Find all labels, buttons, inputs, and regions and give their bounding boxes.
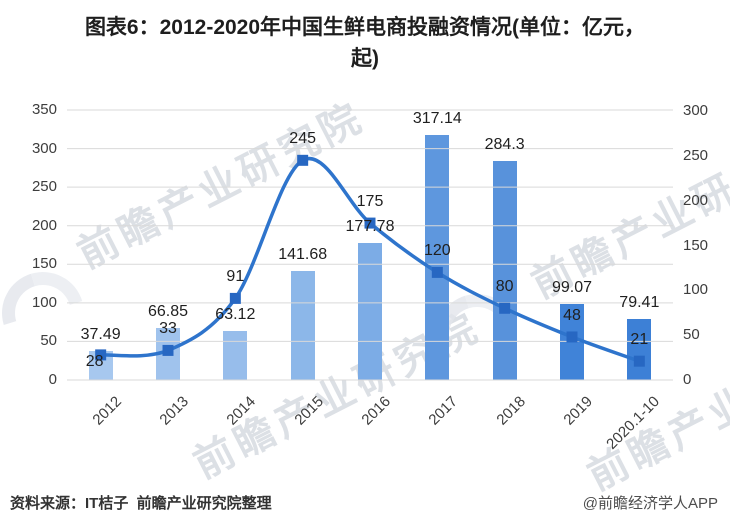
line-marker (229, 292, 241, 304)
bar-2018 (492, 160, 517, 380)
line-value-label: 245 (289, 130, 316, 148)
watermark-logo (0, 257, 99, 369)
footer: 资料来源：IT桔子 前瞻产业研究院整理 @前瞻经济学人APP (0, 492, 730, 516)
y-tick-label-right: 100 (683, 281, 709, 299)
y-tick-label-right: 0 (683, 371, 692, 388)
line-value-label: 21 (630, 331, 649, 349)
bar-2014 (223, 331, 248, 380)
line-value-label: 48 (563, 306, 581, 324)
y-tick-label-left: 300 (31, 139, 57, 157)
source-note: 资料来源：IT桔子 前瞻产业研究院整理 (10, 495, 272, 512)
bar-value-label: 141.68 (278, 245, 328, 263)
line-value-label: 28 (85, 352, 104, 370)
chart-title-line1: 图表6：2012-2020年中国生鲜电商投融资情况(单位：亿元， (84, 16, 646, 39)
bar-value-label: 284.3 (484, 135, 525, 153)
y-tick-label-left: 100 (31, 293, 57, 311)
line-value-label: 91 (226, 268, 245, 286)
credit-note: @前瞻经济学人APP (582, 495, 718, 512)
line-marker (297, 154, 309, 166)
y-tick-label-right: 50 (683, 326, 700, 344)
y-tick-label-left: 250 (31, 178, 57, 196)
bar-2015 (290, 270, 315, 380)
y-tick-label-left: 350 (31, 101, 57, 118)
chart-title: 图表6：2012-2020年中国生鲜电商投融资情况(单位：亿元， 起) (0, 12, 730, 74)
y-tick-label-left: 150 (31, 255, 57, 273)
line-value-label: 33 (159, 320, 177, 338)
bar-value-label: 177.78 (345, 217, 395, 235)
y-tick-label-right: 200 (683, 191, 709, 209)
bar-2020.1-10 (627, 318, 652, 380)
y-tick-label-right: 250 (683, 146, 709, 164)
line-value-label: 120 (423, 242, 451, 260)
chart-title-line2: 起) (351, 47, 379, 70)
bar-2016 (358, 242, 382, 380)
y-tick-label-left: 200 (31, 216, 57, 234)
y-tick-label-right: 300 (683, 102, 709, 119)
line-value-label: 80 (495, 278, 514, 296)
y-tick-label-right: 150 (683, 236, 709, 254)
y-tick-label-left: 50 (40, 332, 57, 350)
y-tick-label-left: 0 (48, 371, 57, 388)
bar-value-label: 317.14 (412, 110, 462, 128)
line-value-label: 175 (356, 193, 384, 211)
